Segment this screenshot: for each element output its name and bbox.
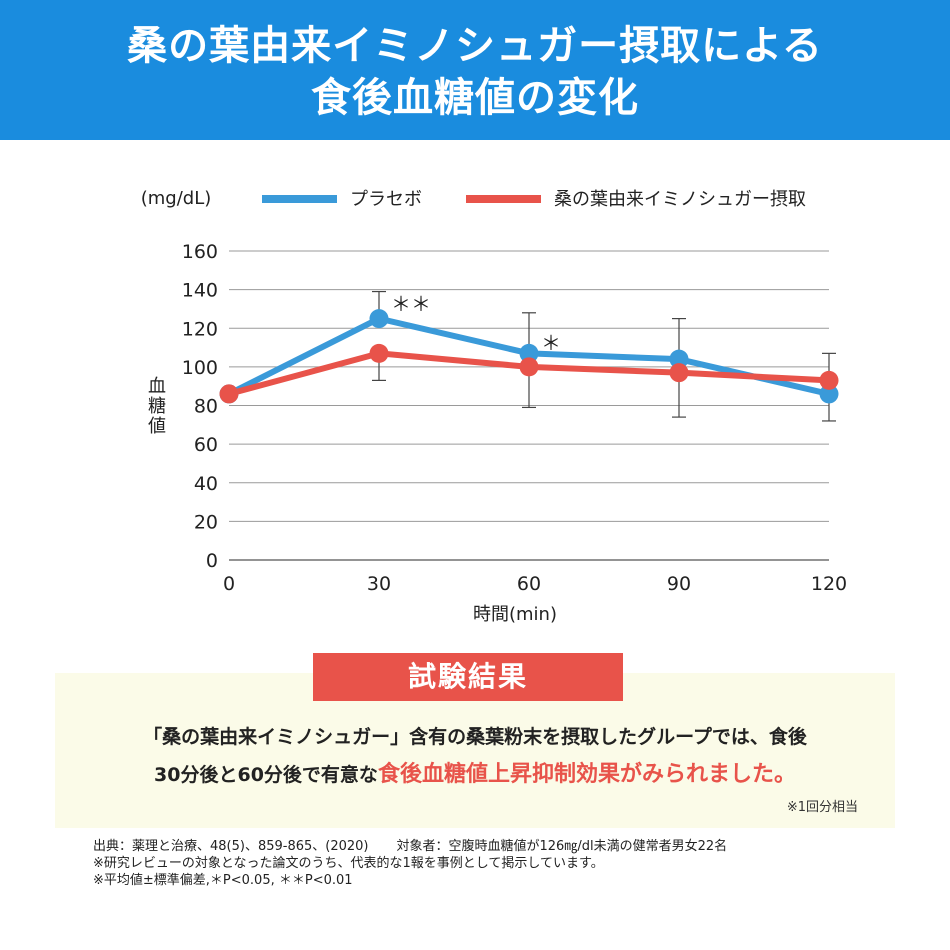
data-point-s1 bbox=[669, 349, 689, 369]
title-line-1: 桑の葉由来イミノシュガー摂取による bbox=[127, 23, 823, 69]
footnote-source-row: 出典：薬理と治療、48(5)、859-865、(2020) 対象者：空腹時血糖値が… bbox=[93, 838, 913, 855]
y-tick-label: 0 bbox=[206, 550, 218, 572]
result-line-2: 30分後と60分後で有意な食後血糖値上昇抑制効果がみられました。 bbox=[0, 756, 950, 794]
result-title: 試験結果 bbox=[313, 653, 623, 701]
y-axis-label-char: 値 bbox=[148, 416, 166, 437]
y-tick-label: 160 bbox=[182, 241, 218, 263]
blood-glucose-chart: 0 20 40 60 80 100 120 140 160 0 30 60 90 120 時間(min) 血糖… bbox=[141, 188, 847, 625]
y-tick-label: 40 bbox=[194, 473, 218, 495]
y-tick-label: 80 bbox=[194, 396, 218, 418]
y-tick-label: 20 bbox=[194, 511, 218, 533]
footnote-subjects: 対象者：空腹時血糖値が126㎎/dl未満の健常者男女22名 bbox=[396, 839, 728, 854]
x-tick-label: 60 bbox=[517, 573, 541, 595]
unit-label: (mg/dL) bbox=[141, 188, 212, 209]
y-tick-label: 140 bbox=[182, 280, 218, 302]
title-line-2: 食後血糖値の変化 bbox=[311, 75, 639, 121]
data-point-s2 bbox=[669, 363, 689, 383]
y-axis-label-char: 血 bbox=[148, 376, 166, 397]
y-tick-label: 120 bbox=[182, 318, 218, 340]
data-point-s2 bbox=[519, 357, 539, 377]
footnote-note-2: ※平均値±標準偏差,＊P<0.05, ＊＊P<0.01 bbox=[93, 873, 353, 888]
footnotes: 出典：薬理と治療、48(5)、859-865、(2020) 対象者：空腹時血糖値が… bbox=[93, 838, 913, 889]
data-point-s2 bbox=[819, 370, 839, 390]
result-line-1: 「桑の葉由来イミノシュガー」含有の桑葉粉末を摂取したグループでは、食後 bbox=[143, 726, 807, 748]
data-point-s1 bbox=[369, 309, 389, 329]
y-axis-label-char: 糖 bbox=[148, 396, 166, 417]
data-point-s1 bbox=[819, 384, 839, 404]
result-line-2-highlight: 食後血糖値上昇抑制効果がみられました。 bbox=[377, 762, 796, 787]
footnote-source: 出典：薬理と治療、48(5)、859-865、(2020) bbox=[93, 839, 369, 854]
y-tick-label: 60 bbox=[194, 434, 218, 456]
data-point-s2 bbox=[219, 384, 239, 404]
result-text: 「桑の葉由来イミノシュガー」含有の桑葉粉末を摂取したグループでは、食後 30分後… bbox=[0, 718, 950, 794]
footnote-note-1: ※研究レビューの対象となった論文のうち、代表的な1報を事例として掲示しています。 bbox=[93, 856, 604, 871]
data-point-s1 bbox=[519, 343, 539, 363]
x-axis-label: 時間(min) bbox=[473, 604, 557, 625]
significance-mark: ＊＊ bbox=[391, 292, 431, 316]
legend-label-2: 桑の葉由来イミノシュガー摂取 bbox=[554, 189, 806, 210]
result-note: ※1回分相当 bbox=[786, 800, 858, 815]
y-tick-label: 100 bbox=[182, 357, 218, 379]
data-point-s2 bbox=[369, 343, 389, 363]
legend-label-1: プラセボ bbox=[350, 189, 422, 210]
x-tick-label: 30 bbox=[367, 573, 391, 595]
result-line-2-plain: 30分後と60分後で有意な bbox=[154, 764, 378, 786]
x-tick-label: 90 bbox=[667, 573, 691, 595]
significance-mark: ＊ bbox=[541, 331, 561, 355]
x-tick-label: 0 bbox=[223, 573, 235, 595]
title-banner: 桑の葉由来イミノシュガー摂取による 食後血糖値の変化 bbox=[0, 0, 950, 140]
x-tick-label: 120 bbox=[811, 573, 847, 595]
